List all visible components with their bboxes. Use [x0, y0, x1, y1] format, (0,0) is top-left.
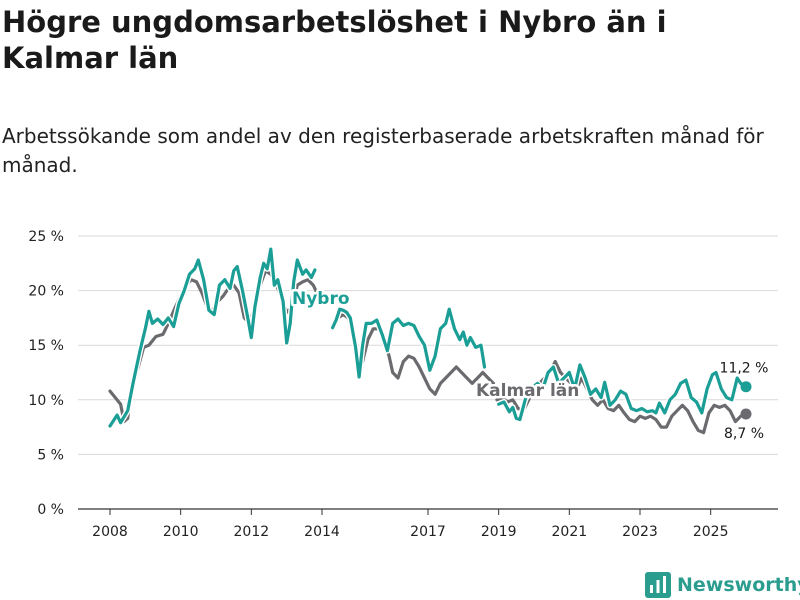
end-label-kalmar: 8,7 % — [724, 426, 764, 442]
y-tick-label: 25 % — [28, 229, 64, 245]
brand-logo[interactable]: Newsworthy — [645, 570, 800, 600]
chart-subtitle: Arbetssökande som andel av den registerb… — [2, 124, 764, 177]
y-tick-label: 15 % — [28, 338, 64, 354]
end-label-nybro-halo: 11,2 % — [720, 361, 769, 377]
x-tick-label: 2023 — [622, 524, 658, 540]
end-label-kalmar-halo: 8,7 % — [724, 426, 764, 442]
series-line-nybro — [331, 307, 487, 379]
y-tick-label: 20 % — [28, 284, 64, 300]
x-tick-label: 2012 — [234, 524, 270, 540]
x-tick-label: 2021 — [552, 524, 588, 540]
bar-chart-logo-icon — [645, 572, 671, 598]
series-label-kalmar-halo: Kalmar län — [476, 381, 579, 401]
end-point-nybro — [740, 381, 752, 393]
y-tick-label: 0 % — [37, 502, 64, 518]
series-label-nybro-halo: Nybro — [292, 289, 350, 309]
x-tick-label: 2010 — [163, 524, 199, 540]
brand-name: Newsworthy — [677, 574, 800, 596]
axis-layer: 0 % 5 % 10 % 15 % 20 % 25 % 2008 2010 2012 2014 20… — [28, 229, 728, 540]
x-tick-label: 2008 — [92, 524, 128, 540]
y-tick-label: 5 % — [37, 447, 64, 463]
series-line-nybro — [497, 363, 748, 422]
end-label-nybro: 11,2 % — [720, 361, 769, 377]
x-tick-label: 2025 — [693, 524, 729, 540]
series-line-nybro — [108, 247, 317, 428]
x-tick-label: 2017 — [410, 524, 446, 540]
series-label-nybro: Nybro — [292, 289, 350, 309]
end-point-kalmar — [740, 408, 752, 420]
chart-title: Högre ungdomsarbetslöshet i Nybro än i K… — [2, 5, 667, 75]
x-tick-label: 2014 — [304, 524, 340, 540]
x-tick-label: 2019 — [481, 524, 517, 540]
series-layer — [107, 246, 752, 435]
y-tick-label: 10 % — [28, 393, 64, 409]
series-label-kalmar: Kalmar län — [476, 381, 579, 401]
